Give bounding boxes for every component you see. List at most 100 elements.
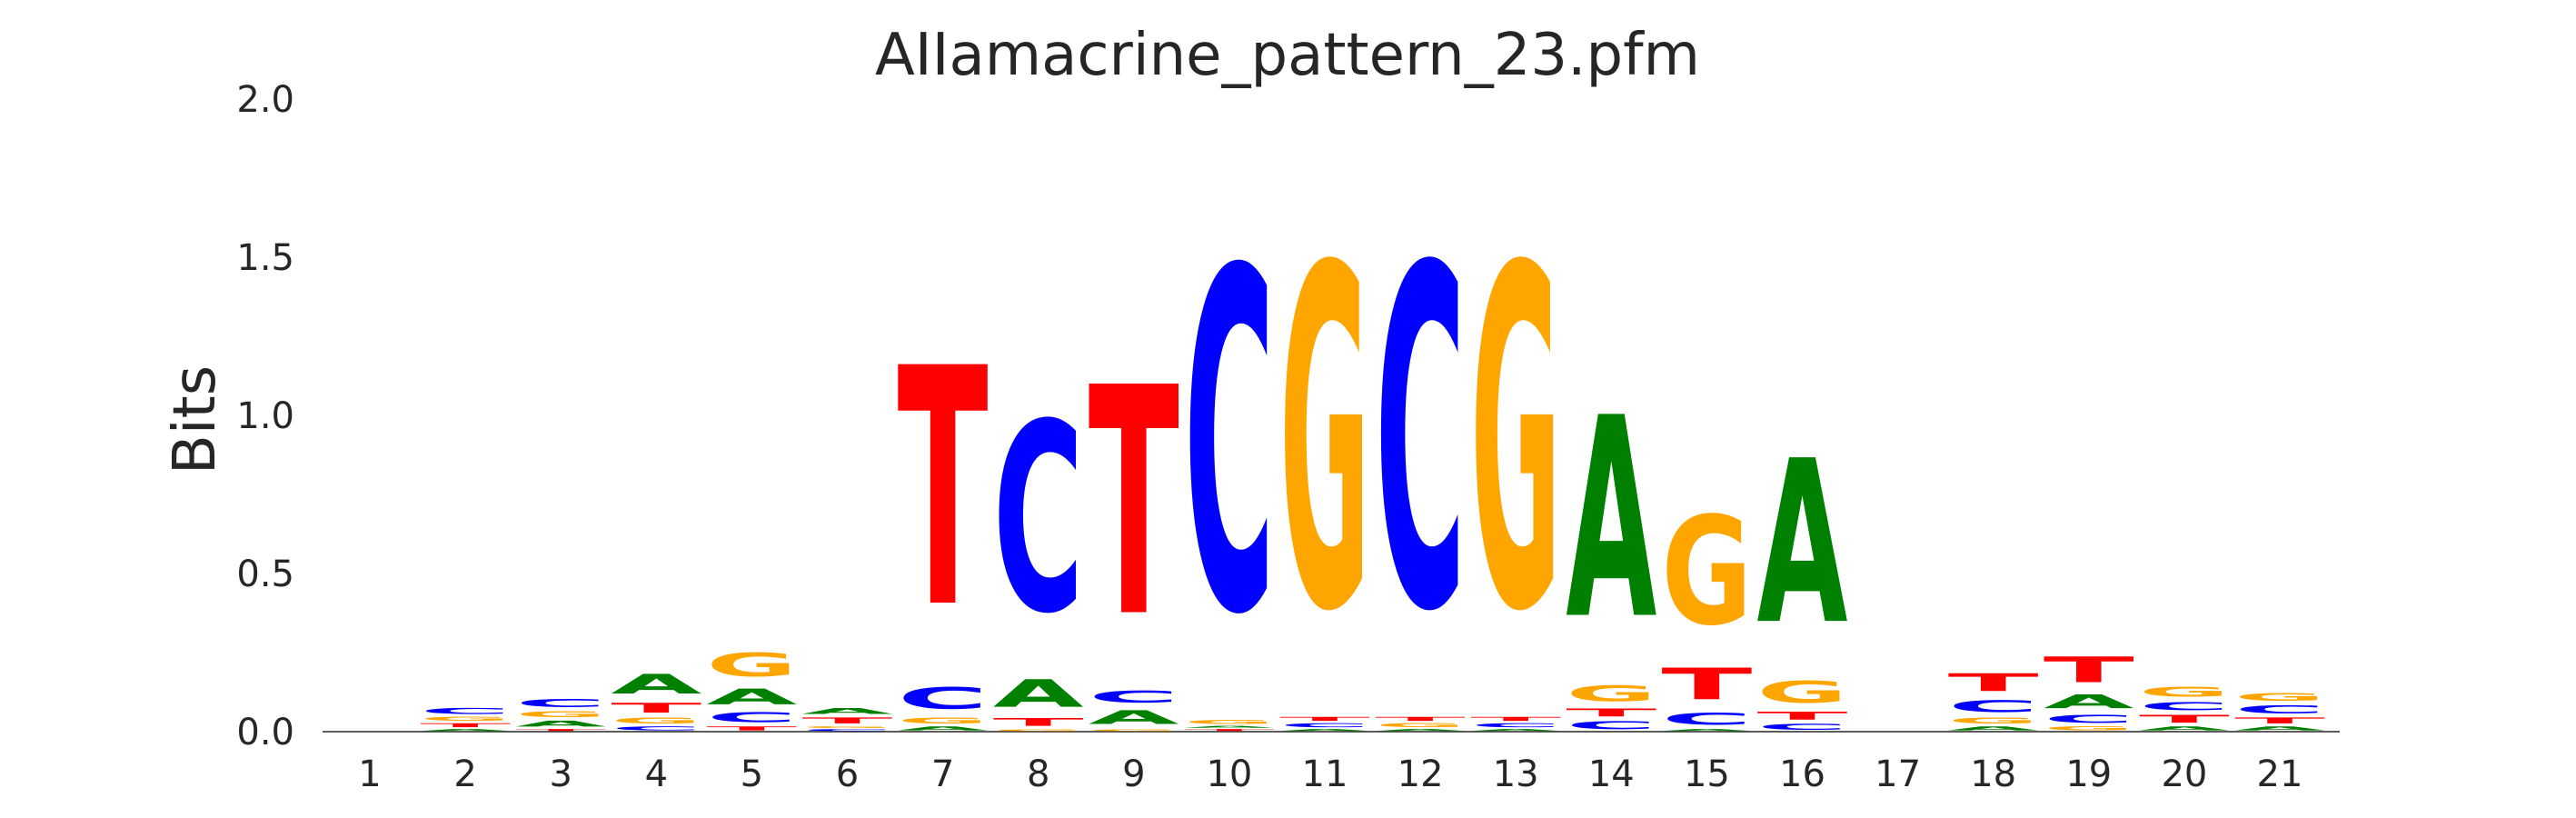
glyph-T: T xyxy=(1089,321,1180,686)
glyph-C: C xyxy=(1661,710,1752,729)
glyph-G: G xyxy=(802,725,893,728)
glyph-G: G xyxy=(2139,684,2230,700)
glyph-A: A xyxy=(1948,725,2039,732)
glyph-A: A xyxy=(1470,729,1561,732)
y-tick-label: 2.0 xyxy=(236,79,294,121)
glyph-G: G xyxy=(1470,171,1561,715)
x-tick-label: 2 xyxy=(453,753,476,795)
glyph-C: C xyxy=(420,706,511,715)
x-tick-label: 15 xyxy=(1684,753,1730,795)
glyph-C: C xyxy=(1948,697,2039,716)
glyph-T: T xyxy=(1184,729,1275,732)
glyph-A: A xyxy=(420,729,511,732)
x-tick-label: 12 xyxy=(1397,753,1444,795)
glyph-A: A xyxy=(2139,725,2230,732)
glyph-A: A xyxy=(1757,414,1848,674)
glyph-A: A xyxy=(1279,729,1370,732)
glyph-G: G xyxy=(898,716,989,725)
glyph-T: T xyxy=(1375,716,1466,723)
glyph-T: T xyxy=(611,700,701,715)
glyph-T: T xyxy=(802,716,893,725)
glyph-T: T xyxy=(1757,710,1848,723)
y-tick-label: 0.5 xyxy=(236,554,294,595)
glyph-G: G xyxy=(2044,725,2134,732)
x-tick-label: 11 xyxy=(1302,753,1348,795)
glyph-G: G xyxy=(2234,691,2325,703)
x-tick-label: 14 xyxy=(1588,753,1635,795)
glyph-C: C xyxy=(1757,723,1848,732)
x-tick-label: 5 xyxy=(741,753,763,795)
glyph-T: T xyxy=(2044,650,2134,691)
glyph-A: A xyxy=(1566,359,1656,680)
glyph-A: A xyxy=(2044,691,2135,713)
glyph-A: A xyxy=(802,706,893,715)
glyph-T: T xyxy=(1279,716,1370,723)
glyph-C: C xyxy=(706,710,797,725)
glyph-T: T xyxy=(1566,706,1656,719)
glyph-C: C xyxy=(515,697,606,710)
glyph-T: T xyxy=(993,716,1084,729)
y-axis-ticks: 0.0 0.5 1.0 1.5 2.0 xyxy=(236,79,294,753)
glyph-G: G xyxy=(1375,723,1466,729)
glyph-A: A xyxy=(2234,725,2325,732)
x-tick-label: 17 xyxy=(1875,753,1921,795)
y-tick-label: 0.0 xyxy=(236,712,294,753)
glyph-C: C xyxy=(2139,700,2230,713)
glyph-C: C xyxy=(1089,687,1179,706)
y-tick-label: 1.0 xyxy=(236,395,294,437)
glyph-C: C xyxy=(611,725,701,732)
x-tick-label: 21 xyxy=(2257,753,2303,795)
chart-title: AIIamacrine_pattern_23.pfm xyxy=(875,22,1700,89)
glyph-G: G xyxy=(1661,486,1752,660)
x-axis-ticks: 1 2 3 4 5 6 7 8 9 10 11 12 13 14 15 16 17 18 19 20 21 xyxy=(358,753,2302,795)
glyph-G: G xyxy=(993,729,1084,732)
x-tick-label: 6 xyxy=(836,753,859,795)
x-tick-label: 7 xyxy=(931,753,954,795)
x-tick-label: 1 xyxy=(358,753,381,795)
glyph-G: G xyxy=(1184,719,1275,725)
glyph-T: T xyxy=(2234,716,2325,725)
x-tick-label: 20 xyxy=(2161,753,2207,795)
x-tick-label: 18 xyxy=(1970,753,2016,795)
glyph-G: G xyxy=(1757,675,1848,710)
glyph-C: C xyxy=(1279,723,1370,729)
glyph-C: C xyxy=(2044,713,2134,725)
glyph-G: G xyxy=(1948,716,2039,725)
glyph-C: C xyxy=(2234,703,2325,716)
glyph-A: A xyxy=(993,672,1084,716)
glyph-G: G xyxy=(706,647,797,684)
glyph-T: T xyxy=(898,299,990,680)
x-tick-label: 8 xyxy=(1027,753,1049,795)
glyph-A: A xyxy=(1089,706,1180,728)
glyph-C: C xyxy=(1184,173,1275,717)
y-tick-label: 1.5 xyxy=(236,237,294,279)
glyph-A: A xyxy=(1661,729,1752,732)
glyph-C: C xyxy=(898,682,989,716)
x-tick-label: 13 xyxy=(1493,753,1539,795)
glyph-C: C xyxy=(802,729,893,732)
glyph-T: T xyxy=(420,723,511,729)
glyph-T: T xyxy=(2139,713,2230,725)
x-tick-label: 16 xyxy=(1779,753,1825,795)
x-tick-label: 10 xyxy=(1206,753,1252,795)
glyph-C: C xyxy=(993,368,1084,671)
glyph-T: T xyxy=(1661,659,1752,709)
glyph-A: A xyxy=(1375,729,1466,732)
